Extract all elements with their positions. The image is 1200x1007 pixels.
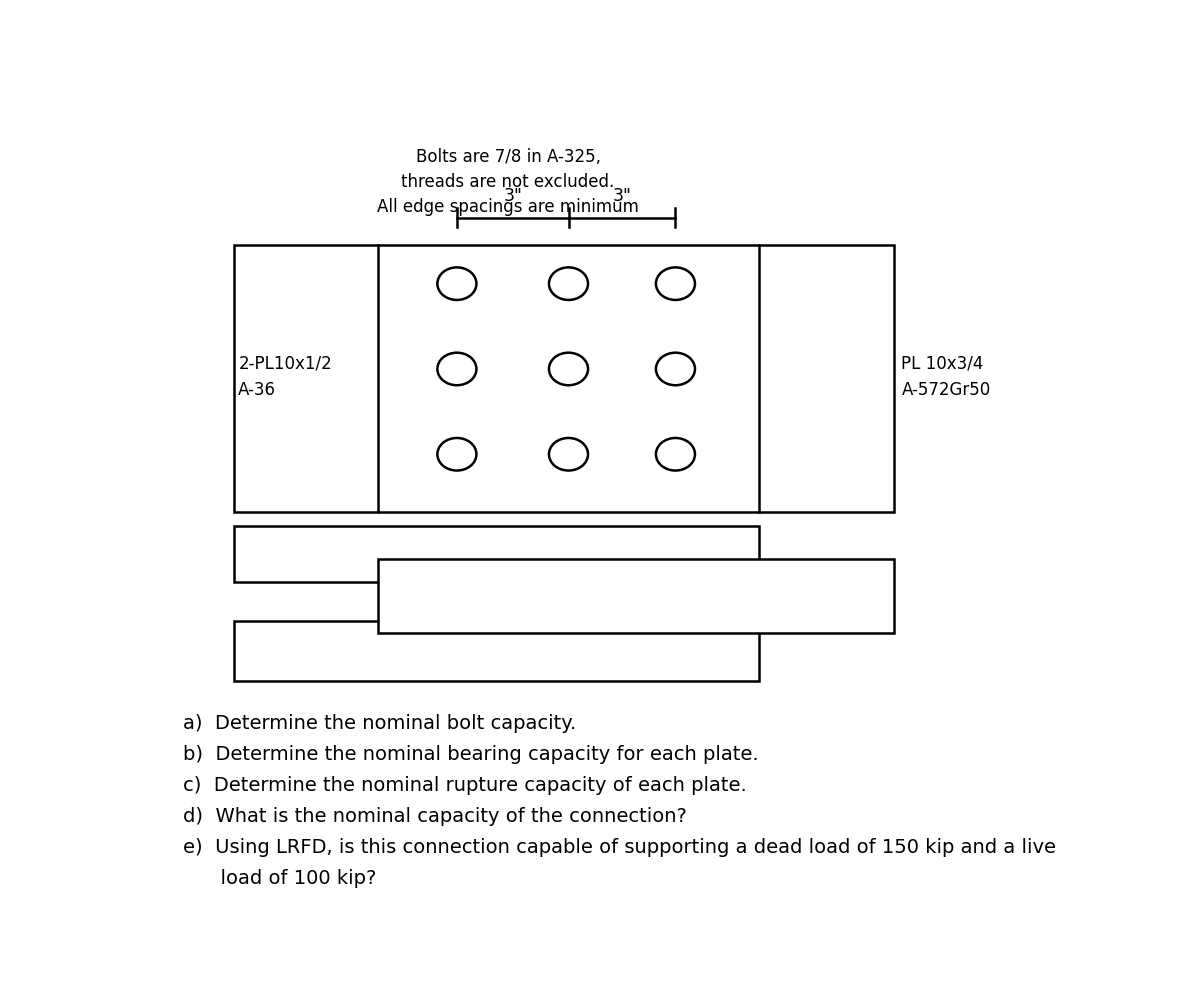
Circle shape [548,268,588,300]
Bar [378,559,894,632]
Circle shape [437,438,476,470]
Text: d)  What is the nominal capacity of the connection?: d) What is the nominal capacity of the c… [182,807,686,826]
Text: 2-PL10x1/2
A-36: 2-PL10x1/2 A-36 [239,354,332,399]
Text: e)  Using LRFD, is this connection capable of supporting a dead load of 150 kip : e) Using LRFD, is this connection capabl… [182,838,1056,857]
Text: a)  Determine the nominal bolt capacity.: a) Determine the nominal bolt capacity. [182,714,576,733]
Circle shape [656,438,695,470]
Text: 3": 3" [503,187,522,205]
Text: b)  Determine the nominal bearing capacity for each plate.: b) Determine the nominal bearing capacit… [182,745,758,764]
Text: 3": 3" [612,187,631,205]
Circle shape [548,352,588,386]
Text: c)  Determine the nominal rupture capacity of each plate.: c) Determine the nominal rupture capacit… [182,776,746,796]
Circle shape [437,268,476,300]
Text: load of 100 kip?: load of 100 kip? [182,869,376,888]
Circle shape [548,438,588,470]
Circle shape [437,352,476,386]
Bar [234,526,760,582]
Bar [234,621,760,681]
Circle shape [656,352,695,386]
Text: PL 10x3/4
A-572Gr50: PL 10x3/4 A-572Gr50 [901,354,991,399]
Circle shape [656,268,695,300]
Text: Bolts are 7/8 in A-325,
threads are not excluded.
All edge spacings are minimum: Bolts are 7/8 in A-325, threads are not … [377,148,638,215]
Bar [234,245,894,513]
